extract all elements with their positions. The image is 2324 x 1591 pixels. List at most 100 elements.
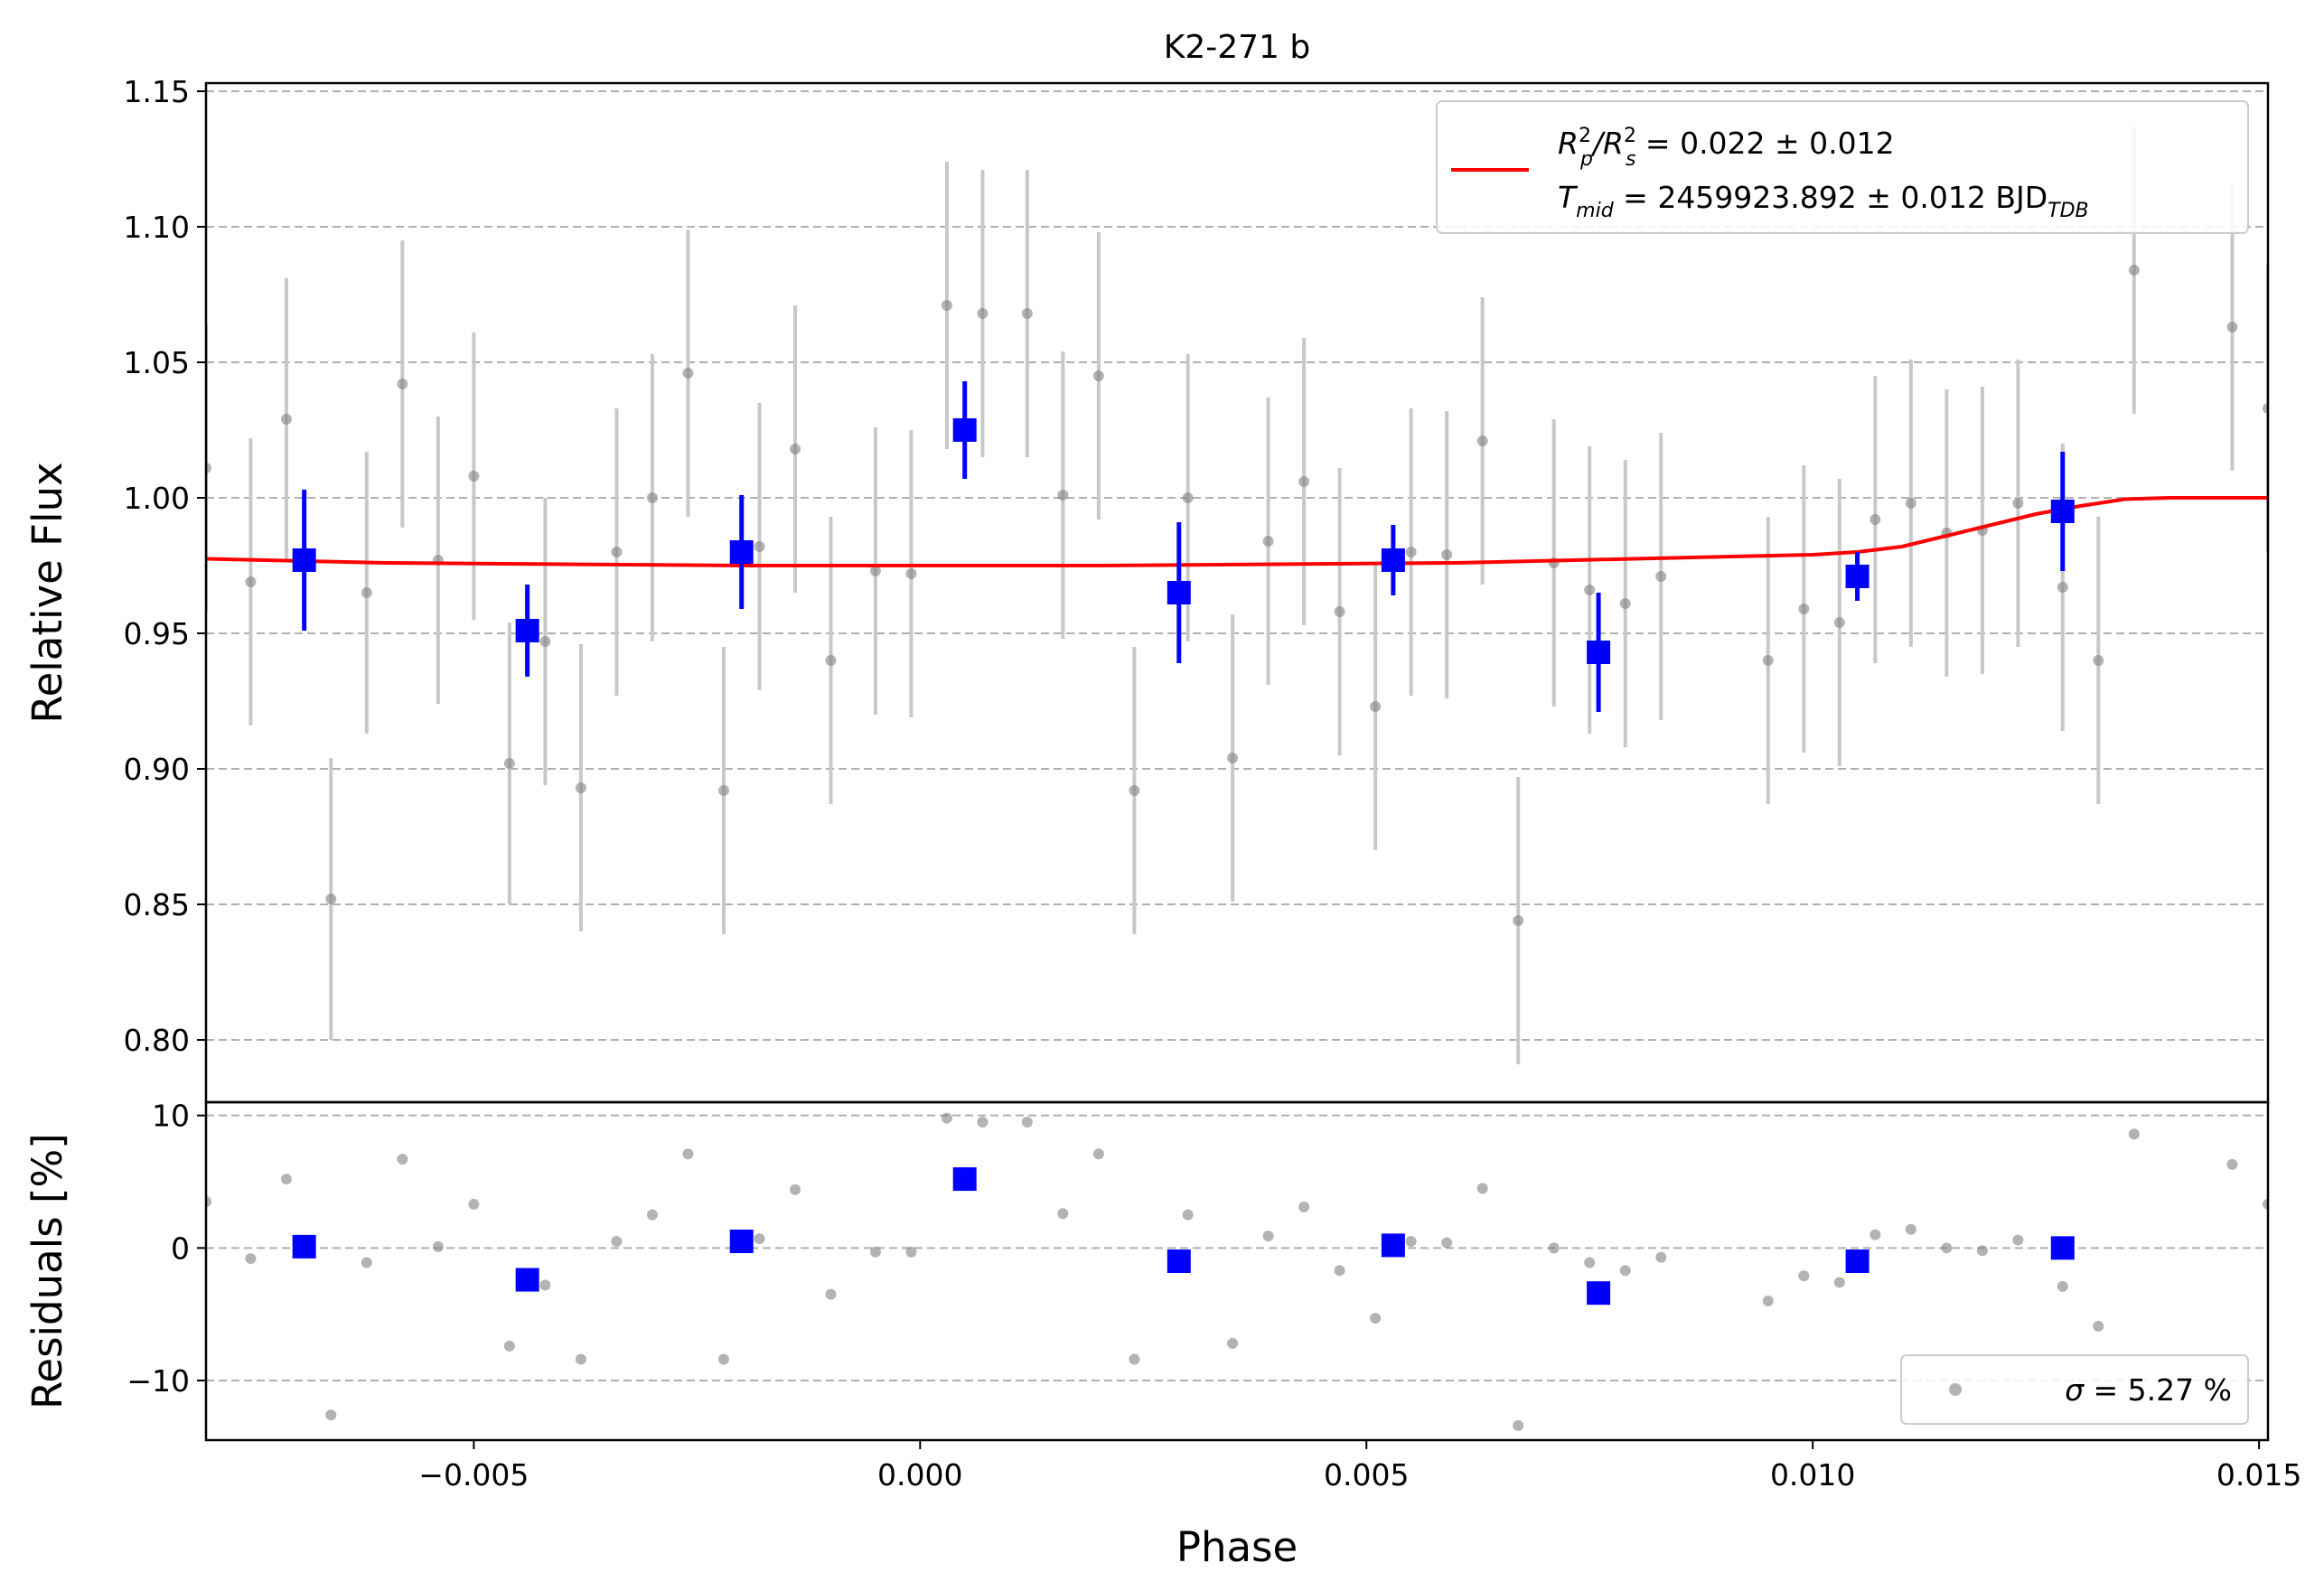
raw-marker	[1905, 498, 1916, 509]
raw-marker	[575, 782, 586, 793]
residual-point	[1334, 1265, 1345, 1277]
legend-rp-sub: p	[1579, 148, 1593, 171]
raw-marker	[717, 785, 729, 796]
residual-point	[1182, 1209, 1194, 1221]
binned-marker	[292, 548, 316, 572]
raw-marker	[869, 566, 881, 576]
raw-data-point	[1655, 433, 1667, 720]
bottom-y-ticks: −10 0 10	[127, 1099, 206, 1399]
raw-marker	[1227, 753, 1239, 763]
legend-tmid-value: = 2459923.892 ± 0.012 BJD	[1614, 180, 2048, 215]
raw-marker	[468, 471, 480, 482]
binned-residual-marker	[1587, 1281, 1611, 1306]
raw-marker	[1655, 571, 1667, 582]
raw-data-point	[397, 240, 408, 528]
legend-depth-value: = 0.022 ± 0.012	[1635, 126, 1894, 161]
residual-point	[1298, 1201, 1310, 1212]
residual-point	[941, 1112, 952, 1124]
raw-marker	[539, 636, 551, 647]
residual-point	[1057, 1208, 1069, 1220]
raw-data-point	[1619, 460, 1631, 747]
raw-data-point	[1976, 387, 1988, 674]
legend-sigma-symbol: σ	[2065, 1372, 2085, 1408]
raw-data-point	[1548, 419, 1560, 707]
binned-residual-marker	[952, 1167, 977, 1192]
bottom-legend: σ = 5.27 %	[1900, 1354, 2249, 1425]
raw-data-point	[646, 354, 658, 641]
raw-data-point	[611, 408, 623, 696]
raw-marker	[1584, 585, 1596, 595]
x-axis-label: Phase	[1176, 1523, 1298, 1571]
raw-data-point	[432, 416, 444, 704]
residual-point	[1548, 1242, 1560, 1254]
residual-point	[1513, 1419, 1524, 1431]
raw-marker	[1513, 915, 1524, 926]
raw-data-point	[1129, 647, 1140, 934]
raw-marker	[2012, 498, 2024, 509]
top-raw-points	[206, 126, 2268, 1064]
residual-point	[2226, 1158, 2238, 1170]
legend-rs-sub: s	[1626, 148, 1635, 171]
raw-data-point	[825, 517, 837, 804]
bottom-axes-frame	[204, 1100, 2270, 1442]
residual-point	[245, 1253, 257, 1265]
residual-point	[1129, 1353, 1140, 1365]
raw-marker	[1476, 435, 1488, 446]
binned-marker	[1381, 548, 1405, 572]
top-y-ticks: 0.80 0.85 0.90 0.95 1.00 1.05 1.10 1.15	[124, 74, 206, 1058]
residual-point	[905, 1246, 917, 1258]
top-y-tick-label: 1.10	[124, 210, 190, 245]
model-curve	[206, 496, 2268, 567]
residual-point	[575, 1353, 586, 1365]
raw-marker	[1833, 617, 1845, 628]
raw-marker	[1870, 514, 1881, 525]
bottom-gridlines	[206, 1114, 2268, 1381]
top-gridlines	[206, 90, 2268, 1041]
raw-data-point	[977, 170, 989, 457]
binned-marker	[1587, 641, 1611, 664]
residual-point	[503, 1340, 515, 1352]
legend-tmid-symbol: T	[1558, 180, 1579, 215]
raw-data-point	[539, 498, 551, 785]
residual-point	[717, 1353, 729, 1365]
binned-data-point	[292, 490, 316, 631]
x-tick-label: 0.000	[877, 1457, 962, 1493]
top-y-tick-label: 1.15	[124, 74, 190, 109]
legend-rs-symbol: /R	[1590, 126, 1624, 161]
binned-residual-marker	[515, 1268, 539, 1292]
binned-marker	[729, 540, 754, 564]
residual-point	[790, 1184, 801, 1195]
binned-data-point	[515, 585, 539, 677]
bottom-legend-box	[1900, 1354, 2249, 1425]
residual-point	[1441, 1237, 1453, 1249]
binned-marker	[952, 418, 977, 442]
bottom-y-axis-label: Residuals [%]	[23, 1133, 71, 1409]
raw-data-point	[2012, 360, 2024, 647]
raw-data-point	[869, 427, 881, 715]
raw-data-point	[905, 430, 917, 717]
bottom-x-ticks: −0.005 0.000 0.005 0.010 0.015	[418, 1440, 2301, 1493]
raw-marker	[1441, 549, 1453, 560]
residual-point	[206, 1196, 211, 1207]
residual-point	[1092, 1148, 1104, 1160]
raw-data-point	[682, 229, 694, 517]
residual-point	[1870, 1229, 1881, 1240]
raw-data-point	[1227, 614, 1239, 902]
residual-point	[1021, 1117, 1033, 1128]
raw-data-point	[1021, 170, 1033, 457]
legend-tmid-sub: mid	[1576, 200, 1615, 222]
bottom-binned-residuals	[292, 1167, 2075, 1306]
raw-marker	[2226, 322, 2238, 332]
raw-marker	[1298, 476, 1310, 487]
raw-marker	[2263, 403, 2268, 414]
raw-marker	[825, 655, 837, 666]
residual-point	[2128, 1128, 2140, 1140]
raw-marker	[1057, 490, 1069, 501]
binned-marker	[1845, 565, 1870, 588]
binned-data-point	[2050, 452, 2075, 571]
residual-point	[397, 1154, 408, 1165]
top-legend-box	[1436, 100, 2249, 234]
bottom-legend-text: σ = 5.27 %	[2065, 1372, 2232, 1408]
raw-data-point	[1370, 563, 1382, 850]
binned-residual-marker	[1381, 1233, 1405, 1258]
